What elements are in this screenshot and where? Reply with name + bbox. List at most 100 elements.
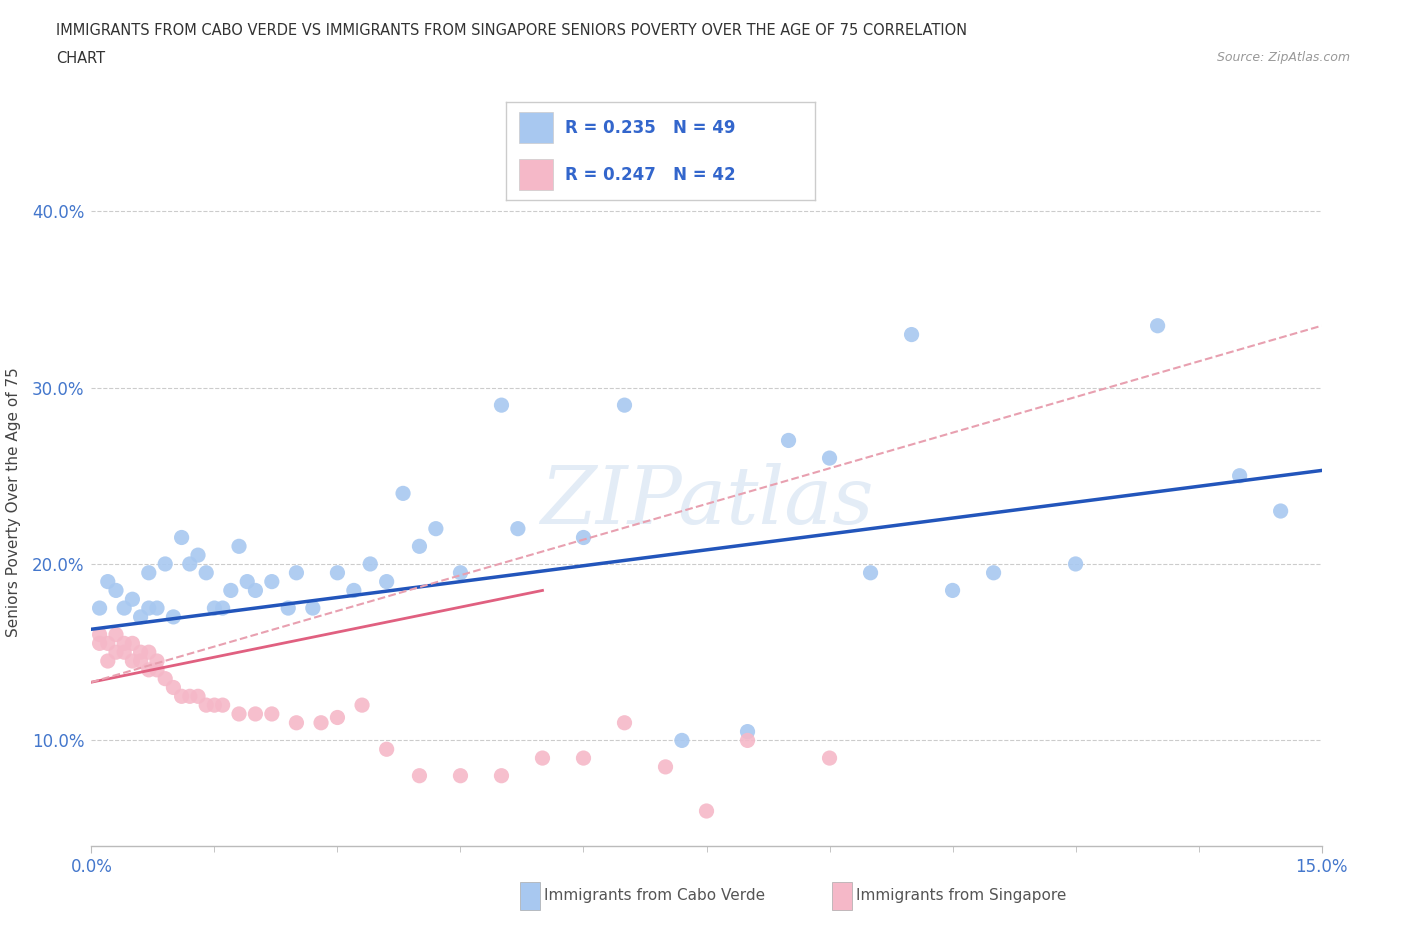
Point	[219, 583, 242, 598]
Point	[105, 627, 127, 642]
Point	[491, 398, 513, 413]
Point	[245, 707, 267, 722]
Point	[260, 707, 283, 722]
Point	[572, 751, 595, 765]
Point	[531, 751, 554, 765]
Point	[211, 698, 233, 712]
Point	[818, 451, 841, 466]
Point	[187, 689, 209, 704]
Point	[983, 565, 1005, 580]
Point	[900, 327, 922, 342]
Point	[146, 601, 169, 616]
Point	[105, 583, 127, 598]
Point	[179, 556, 201, 571]
Text: ZIPatlas: ZIPatlas	[540, 463, 873, 541]
Point	[153, 556, 177, 571]
Point	[613, 715, 636, 730]
Point	[572, 530, 595, 545]
Point	[162, 609, 184, 624]
Point	[942, 583, 965, 598]
Point	[228, 538, 250, 553]
Text: IMMIGRANTS FROM CABO VERDE VS IMMIGRANTS FROM SINGAPORE SENIORS POVERTY OVER THE: IMMIGRANTS FROM CABO VERDE VS IMMIGRANTS…	[56, 23, 967, 38]
Point	[449, 565, 471, 580]
Point	[1270, 503, 1292, 518]
Point	[375, 742, 398, 757]
Point	[301, 601, 323, 616]
Point	[375, 574, 398, 589]
Point	[129, 644, 152, 659]
Text: R = 0.235   N = 49: R = 0.235 N = 49	[565, 119, 735, 137]
Point	[121, 636, 143, 651]
Point	[245, 583, 267, 598]
Point	[236, 574, 259, 589]
Point	[285, 565, 308, 580]
Point	[129, 609, 152, 624]
Text: R = 0.247   N = 42: R = 0.247 N = 42	[565, 166, 735, 183]
Point	[1064, 556, 1087, 571]
Point	[170, 530, 193, 545]
Point	[138, 644, 160, 659]
Point	[654, 760, 676, 775]
Point	[89, 636, 111, 651]
Point	[778, 433, 800, 448]
Point	[112, 636, 135, 651]
Point	[359, 556, 381, 571]
Point	[449, 768, 471, 783]
Point	[112, 601, 135, 616]
Point	[105, 644, 127, 659]
FancyBboxPatch shape	[519, 112, 553, 143]
Point	[162, 680, 184, 695]
Point	[671, 733, 693, 748]
Point	[737, 733, 759, 748]
Point	[425, 521, 447, 536]
Point	[408, 768, 430, 783]
Point	[146, 654, 169, 669]
Point	[138, 601, 160, 616]
Point	[818, 751, 841, 765]
Point	[138, 565, 160, 580]
Point	[112, 644, 135, 659]
Point	[285, 715, 308, 730]
Point	[97, 654, 120, 669]
Point	[277, 601, 299, 616]
Text: Source: ZipAtlas.com: Source: ZipAtlas.com	[1216, 51, 1350, 64]
Point	[202, 698, 225, 712]
Point	[202, 601, 225, 616]
Point	[408, 538, 430, 553]
Point	[211, 601, 233, 616]
Point	[97, 636, 120, 651]
Point	[138, 662, 160, 677]
Point	[326, 565, 349, 580]
Point	[1229, 469, 1251, 484]
Text: CHART: CHART	[56, 51, 105, 66]
Point	[859, 565, 882, 580]
Point	[506, 521, 529, 536]
Point	[737, 724, 759, 739]
Point	[146, 662, 169, 677]
Text: Immigrants from Singapore: Immigrants from Singapore	[856, 888, 1067, 903]
Text: Immigrants from Cabo Verde: Immigrants from Cabo Verde	[544, 888, 765, 903]
Point	[491, 768, 513, 783]
Point	[121, 591, 143, 606]
Point	[260, 574, 283, 589]
Point	[695, 804, 717, 818]
Point	[187, 548, 209, 563]
FancyBboxPatch shape	[519, 159, 553, 191]
Point	[129, 654, 152, 669]
Point	[1146, 318, 1168, 333]
Point	[179, 689, 201, 704]
Point	[195, 565, 218, 580]
Point	[170, 689, 193, 704]
Point	[153, 671, 177, 686]
Point	[97, 574, 120, 589]
Y-axis label: Seniors Poverty Over the Age of 75: Seniors Poverty Over the Age of 75	[6, 367, 21, 637]
Point	[309, 715, 332, 730]
Point	[343, 583, 366, 598]
Point	[228, 707, 250, 722]
Point	[195, 698, 218, 712]
Point	[392, 486, 415, 501]
Point	[352, 698, 374, 712]
Point	[613, 398, 636, 413]
Point	[121, 654, 143, 669]
Point	[89, 627, 111, 642]
